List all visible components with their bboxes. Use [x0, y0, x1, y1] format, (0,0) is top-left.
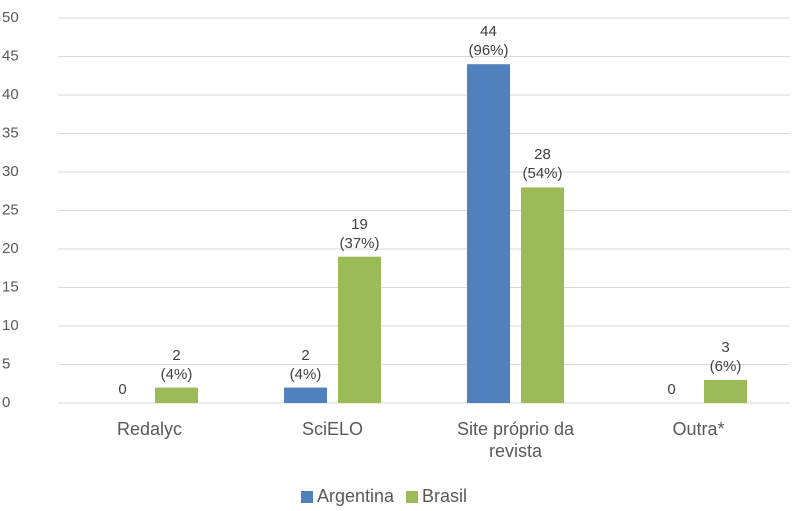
bar — [704, 379, 747, 403]
x-tick-label: Site próprio da revista — [456, 419, 575, 461]
y-tick-label: 40 — [2, 86, 19, 103]
y-tick-label: 10 — [2, 317, 19, 334]
bar — [155, 387, 198, 403]
x-tick-label: Outra* — [672, 419, 725, 439]
value-label: 28 (54%) — [522, 146, 563, 183]
value-label: 0 — [118, 381, 127, 398]
legend-swatch — [406, 490, 418, 503]
y-tick-label: 30 — [2, 163, 19, 180]
y-tick-label: 45 — [2, 47, 19, 64]
value-label: 19 (37%) — [339, 215, 380, 252]
y-tick-label: 20 — [2, 240, 19, 257]
x-tick-label: SciELO — [301, 419, 364, 439]
y-tick-label: 5 — [2, 355, 10, 372]
value-label: 44 (96%) — [468, 23, 509, 60]
legend-label: Brasil — [422, 486, 468, 506]
legend-label: Argentina — [317, 486, 395, 506]
bar — [521, 187, 564, 403]
value-label: 0 — [667, 381, 676, 398]
y-tick-label: 35 — [2, 124, 19, 141]
x-tick-label: Redalyc — [116, 419, 183, 439]
legend-swatch — [301, 490, 313, 503]
y-tick-label: 25 — [2, 201, 19, 218]
value-label: 3 (6%) — [709, 338, 742, 375]
bar — [467, 64, 510, 403]
y-tick-label: 0 — [2, 394, 10, 411]
value-label: 2 (4%) — [160, 346, 193, 383]
bar — [338, 256, 381, 403]
bar — [284, 387, 327, 403]
y-tick-label: 50 — [2, 9, 19, 26]
y-tick-label: 15 — [2, 278, 19, 295]
legend-item: Argentina — [301, 486, 394, 507]
value-label: 2 (4%) — [289, 346, 322, 383]
legend-item: Brasil — [406, 486, 467, 507]
